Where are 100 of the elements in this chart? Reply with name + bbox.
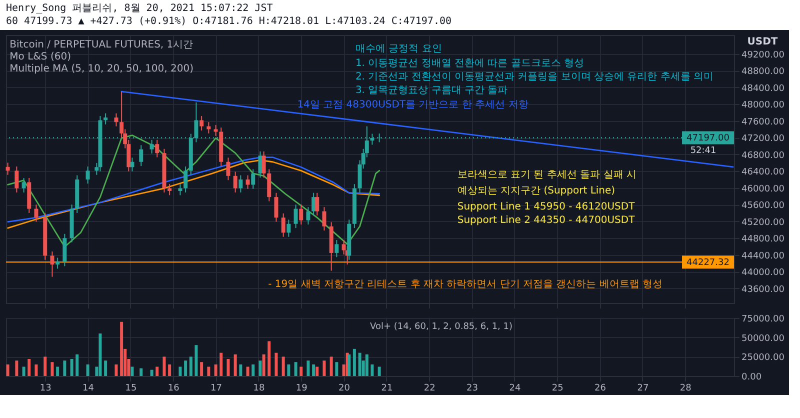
annotation: Bitcoin / PERPETUAL FUTURES, 1시간 <box>10 39 194 50</box>
bar <box>306 360 310 376</box>
x-tick-label: 19 <box>296 384 308 394</box>
candlestick <box>50 250 54 278</box>
candlestick <box>274 192 278 222</box>
bar <box>114 364 118 376</box>
y-tick-label: 44000.00 <box>742 268 785 278</box>
candlestick <box>262 150 266 178</box>
y-tick-label: 44800.00 <box>742 234 785 245</box>
candlestick <box>6 162 10 176</box>
bar <box>239 364 242 376</box>
candlestick <box>233 171 238 193</box>
y-tick-label: 45200.00 <box>742 218 785 228</box>
annotation: Support Line 2 44350 - 44700USDT <box>457 214 636 226</box>
y-tick-label: 47200.00 <box>742 134 785 144</box>
candlestick <box>306 206 310 225</box>
bar <box>234 354 237 376</box>
candlestick <box>258 150 262 178</box>
bar <box>130 366 134 376</box>
candlestick <box>168 184 172 196</box>
candlestick <box>238 174 243 193</box>
x-tick-label: 24 <box>509 384 521 394</box>
candlestick <box>104 112 108 125</box>
candlestick <box>184 166 188 193</box>
annotation: 3. 일목균형표상 구름대 구간 돌파 <box>355 84 508 96</box>
x-tick-label: 25 <box>552 384 564 394</box>
ref-line-label: 47197.00 <box>686 134 730 144</box>
bar <box>330 356 333 376</box>
y-tick-label: 0.00 <box>742 372 762 382</box>
bar <box>15 360 18 376</box>
candlestick <box>62 233 67 267</box>
bar <box>22 366 26 376</box>
bar <box>120 322 124 376</box>
y-tick-label: 48000.00 <box>742 100 785 111</box>
annotation: 매수에 긍정적 요인 <box>355 43 442 54</box>
candlestick <box>294 204 298 229</box>
bar <box>207 366 210 376</box>
bar <box>262 354 266 376</box>
candlestick <box>139 144 144 167</box>
x-tick-label: 16 <box>168 384 180 394</box>
x-tick-label: 27 <box>637 384 649 394</box>
chart-title: Henry_Song 퍼블리쉬, 8월 20, 2021 15:07:22 JST <box>6 2 274 15</box>
y-tick-label: 75000.00 <box>742 314 785 324</box>
x-tick-label: 26 <box>594 384 606 394</box>
bar <box>220 352 223 376</box>
bar <box>300 366 303 376</box>
chart-subtitle: 60 47199.73 ▲ +427.73 (+0.91%) O:47181.76 H:47218.01 L:47103.24 C:47197.00 <box>6 15 453 28</box>
bar <box>200 362 204 376</box>
bar <box>194 345 198 376</box>
bar <box>34 364 38 376</box>
annotation: 52:41 <box>690 146 716 156</box>
x-tick-label: 14 <box>82 384 94 394</box>
bar <box>246 366 250 376</box>
candlestick <box>155 139 160 158</box>
bar <box>252 364 255 376</box>
y-tick-label: 47600.00 <box>742 117 785 128</box>
bar <box>98 333 102 376</box>
x-tick-label: 20 <box>338 384 350 394</box>
bar <box>28 358 31 376</box>
candlestick <box>178 184 182 196</box>
bar <box>104 360 108 376</box>
y-tick-label: 44400.00 <box>742 251 785 262</box>
annotation: 보라색으로 표기 된 추세선 돌파 실패 시 <box>457 169 636 180</box>
x-tick-label: 23 <box>466 384 478 394</box>
bar <box>282 356 285 376</box>
bar <box>140 368 143 376</box>
annotation: 14일 고점 48300USDT를 기반으로 한 추세선 저항 <box>297 100 528 111</box>
bar <box>6 364 10 376</box>
x-tick-label: 22 <box>424 384 436 394</box>
x-tick-label: 13 <box>40 384 52 394</box>
y-tick-label: 46000.00 <box>742 184 785 194</box>
bar <box>274 352 278 376</box>
bar <box>56 366 60 376</box>
bar <box>370 364 374 376</box>
bar <box>352 348 356 376</box>
bar <box>178 366 182 376</box>
y-tick-label: 45600.00 <box>742 201 785 212</box>
y-tick-label: 25000.00 <box>742 353 785 364</box>
candlestick <box>281 212 286 238</box>
y-tick-label: 46400.00 <box>742 168 785 178</box>
bar <box>156 366 159 376</box>
annotation: 2. 기준선과 전환선이 이동평균선과 커플링을 보이며 상승에 유리한 추세를 의미 <box>355 72 714 83</box>
candlestick <box>267 168 272 202</box>
candlestick <box>34 204 38 222</box>
bar <box>86 364 90 376</box>
bar <box>168 364 172 376</box>
x-tick-label: 21 <box>381 384 393 394</box>
y-tick-label: 48400.00 <box>742 84 785 94</box>
candlestick <box>322 206 326 232</box>
bar <box>184 360 188 376</box>
bar <box>258 360 262 376</box>
candlestick <box>14 166 19 193</box>
candlestick <box>56 257 60 270</box>
bar <box>70 358 74 376</box>
x-tick-label: 15 <box>125 384 137 394</box>
annotation: Multiple MA (5, 10, 20, 50, 100, 200) <box>10 64 194 74</box>
bar <box>162 356 166 376</box>
candlestick <box>251 168 256 190</box>
y-tick-label: 46800.00 <box>742 150 785 161</box>
bar <box>226 358 230 376</box>
